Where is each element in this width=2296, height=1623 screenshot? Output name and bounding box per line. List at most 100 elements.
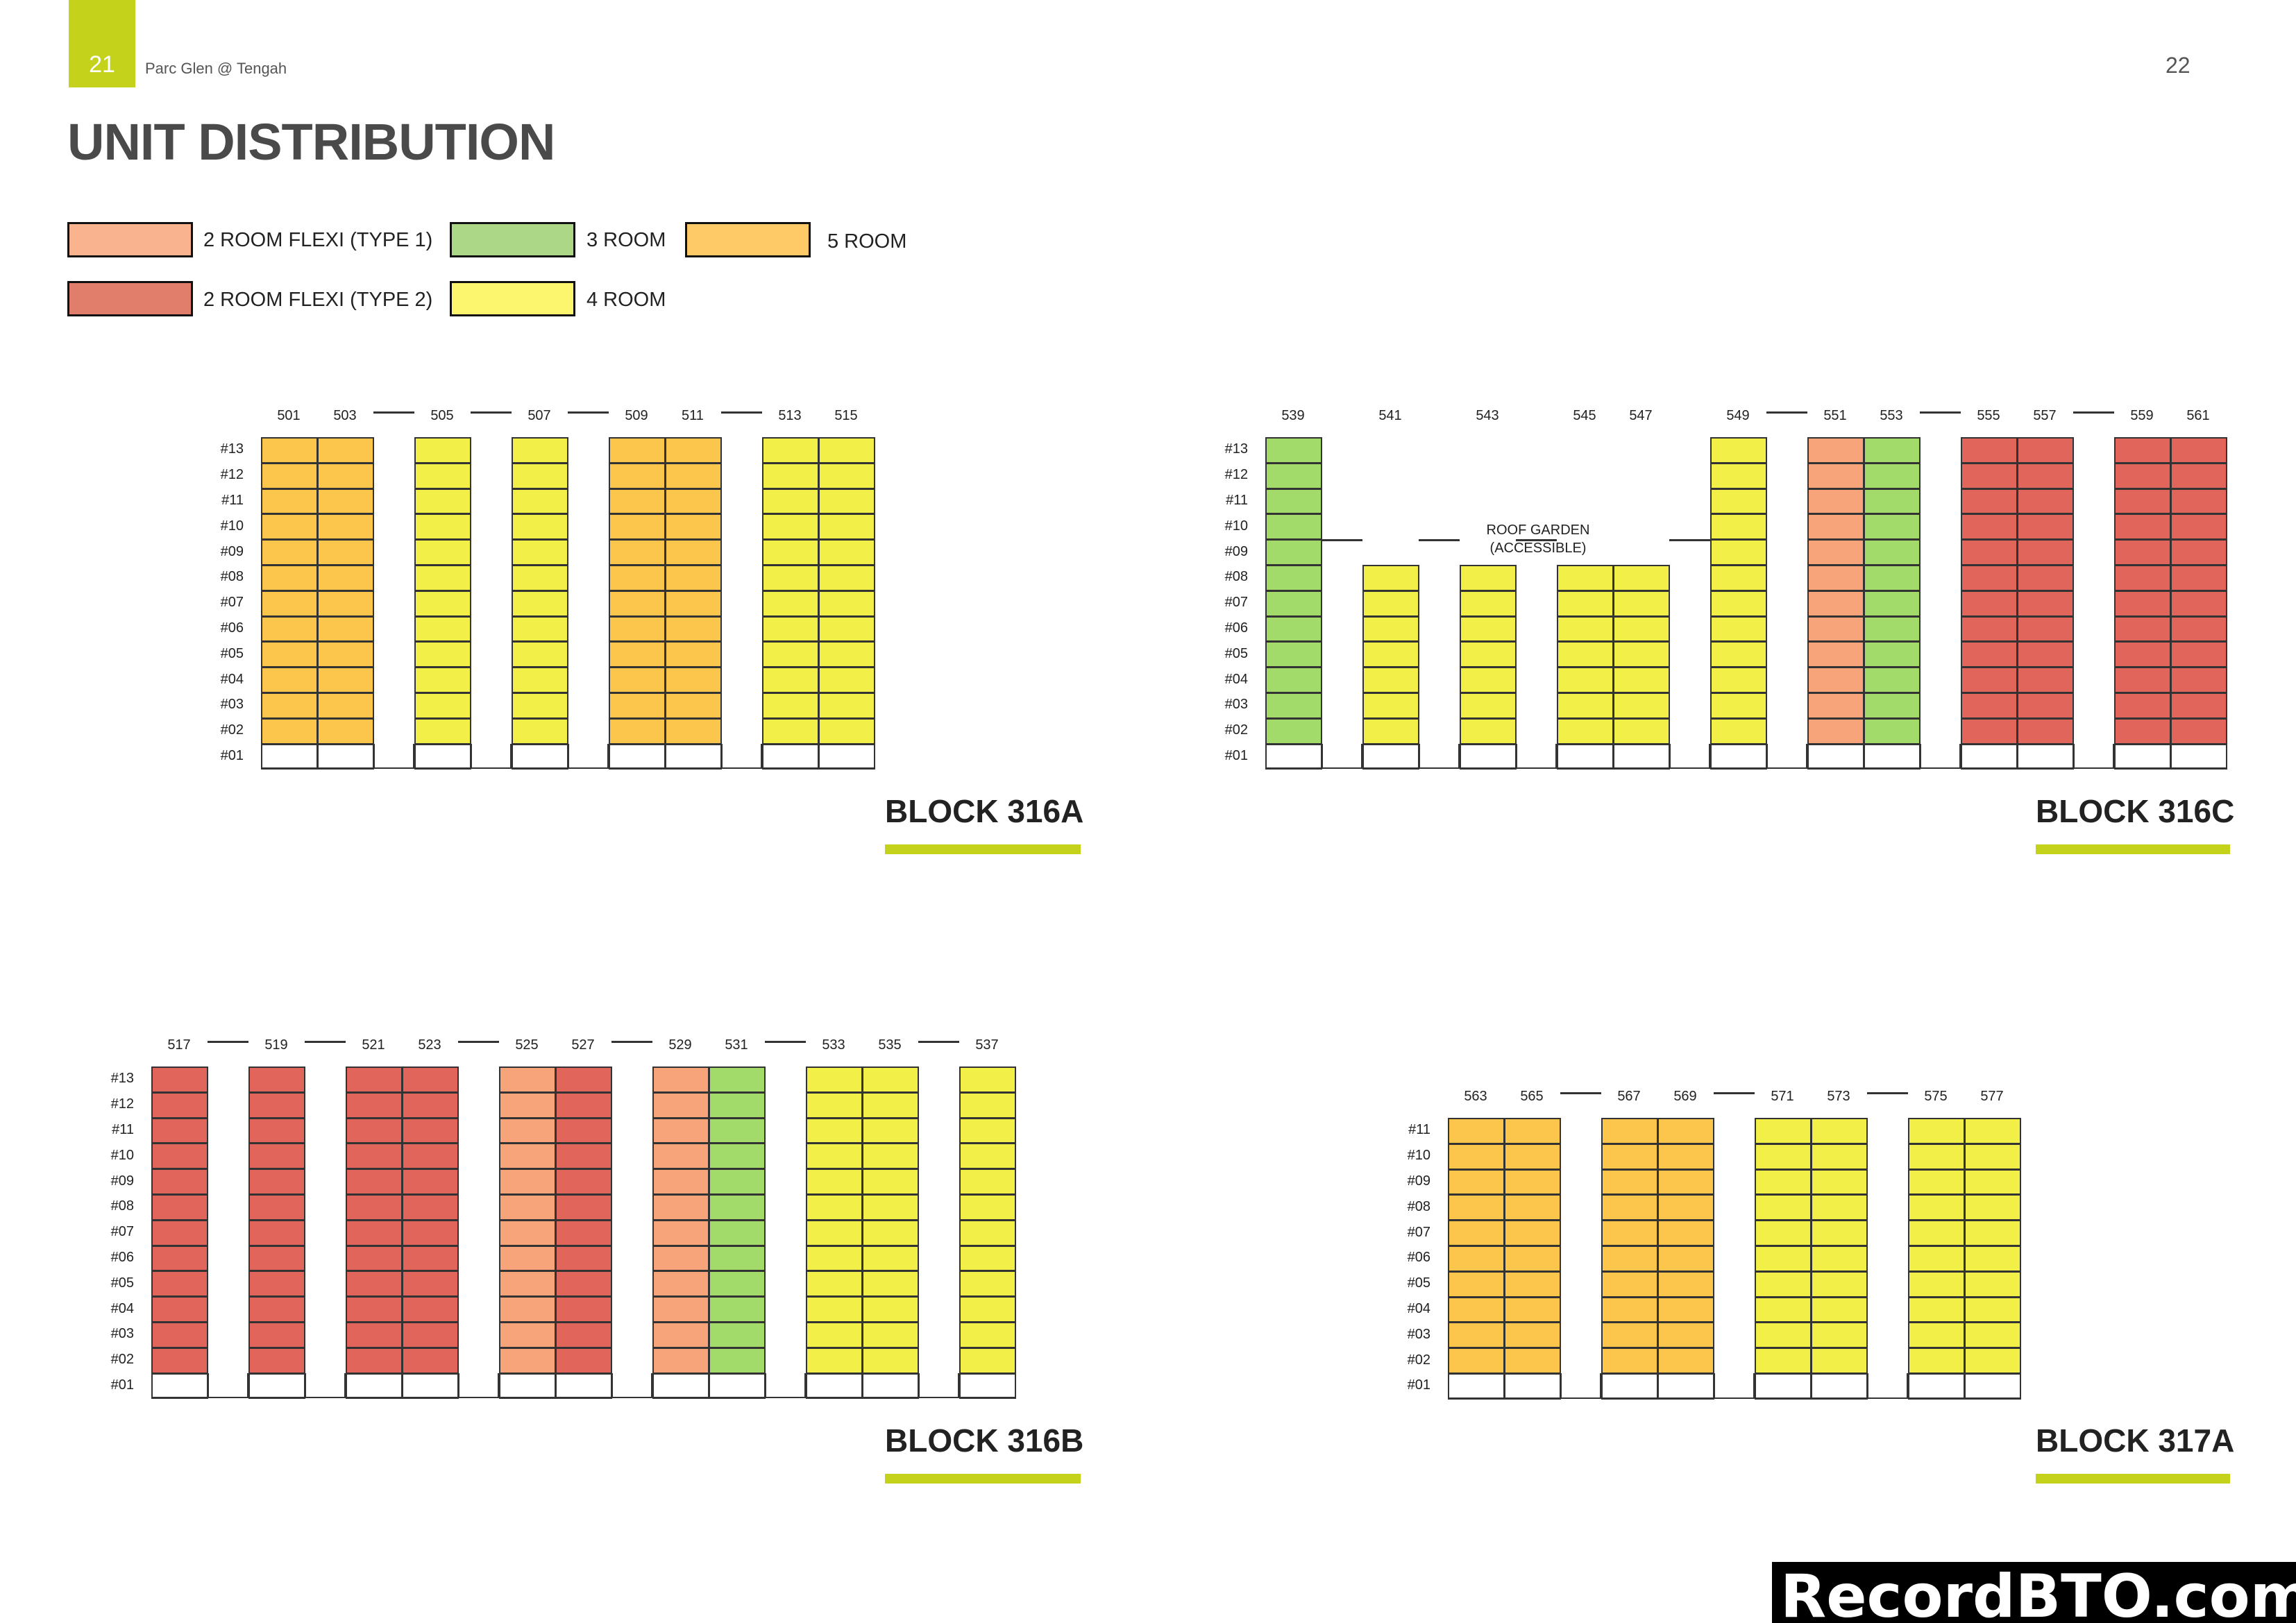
unit-cell xyxy=(1601,1246,1658,1272)
floor-label: #07 xyxy=(220,595,244,611)
roof-outline xyxy=(1516,539,1557,542)
unit-cell xyxy=(261,667,318,693)
unit-cell xyxy=(862,1245,919,1272)
floor-label: #01 xyxy=(220,748,244,763)
floor-label: #09 xyxy=(110,1173,134,1189)
unit-cell xyxy=(806,1322,863,1348)
ground-floor-cell xyxy=(665,743,722,770)
unit-cell xyxy=(555,1143,612,1170)
ground-floor-cell xyxy=(709,1373,766,1400)
unit-cell xyxy=(346,1245,403,1272)
unit-number-label: 509 xyxy=(625,408,648,423)
unit-cell xyxy=(2017,692,2074,719)
unit-cell xyxy=(1864,590,1921,617)
unit-cell xyxy=(2017,565,2074,591)
floor-label: #13 xyxy=(110,1071,134,1087)
floor-label: #07 xyxy=(1407,1224,1430,1240)
unit-cell xyxy=(1961,513,2018,541)
unit-cell xyxy=(1557,615,1614,643)
unit-cell xyxy=(1613,590,1670,617)
unit-cell xyxy=(959,1245,1016,1272)
unit-cell xyxy=(1362,641,1419,668)
unit-number-label: 519 xyxy=(264,1037,288,1053)
ground-floor-cell xyxy=(1807,743,1864,770)
unit-cell xyxy=(261,539,318,566)
unit-cell xyxy=(248,1322,305,1348)
floor-label: #06 xyxy=(1407,1250,1430,1266)
unit-cell xyxy=(402,1091,459,1119)
void-deck-gap xyxy=(373,743,414,770)
unit-cell xyxy=(1961,590,2018,617)
unit-cell xyxy=(1265,692,1322,719)
floor-label: #04 xyxy=(110,1300,134,1316)
roof-garden-label: ROOF GARDEN xyxy=(1486,522,1590,538)
unit-cell xyxy=(402,1271,459,1298)
ground-floor-cell xyxy=(2017,743,2074,770)
unit-cell xyxy=(317,462,374,489)
floor-label: #05 xyxy=(1224,645,1248,661)
unit-cell xyxy=(1710,437,1767,464)
unit-cell xyxy=(1601,1118,1658,1144)
unit-cell xyxy=(261,513,318,541)
unit-cell xyxy=(248,1245,305,1272)
unit-cell xyxy=(1362,565,1419,591)
void-deck-gap xyxy=(1669,743,1710,770)
unit-cell xyxy=(402,1194,459,1221)
unit-cell xyxy=(862,1296,919,1323)
floor-label: #06 xyxy=(110,1250,134,1265)
unit-cell xyxy=(1710,717,1767,745)
unit-cell xyxy=(609,437,666,464)
unit-cell xyxy=(806,1219,863,1246)
unit-cell xyxy=(1964,1246,2021,1272)
unit-cell xyxy=(806,1091,863,1119)
unit-cell xyxy=(248,1219,305,1246)
unit-cell xyxy=(1755,1348,1812,1374)
floor-label: #02 xyxy=(110,1352,134,1368)
unit-cell xyxy=(1961,437,2018,464)
floor-label: #08 xyxy=(1224,569,1248,585)
unit-number-label: 567 xyxy=(1617,1089,1641,1104)
unit-cell xyxy=(862,1271,919,1298)
unit-cell xyxy=(512,513,568,541)
unit-cell xyxy=(261,717,318,745)
unit-cell xyxy=(1908,1246,1965,1272)
unit-cell xyxy=(402,1117,459,1144)
unit-cell xyxy=(499,1117,556,1144)
unit-cell xyxy=(762,513,819,541)
unit-cell xyxy=(2170,437,2227,464)
floor-label: #10 xyxy=(1224,518,1248,534)
unit-cell xyxy=(1964,1348,2021,1374)
unit-cell xyxy=(1460,615,1517,643)
unit-cell xyxy=(652,1067,709,1093)
unit-cell xyxy=(1807,717,1864,745)
unit-cell xyxy=(1807,513,1864,541)
unit-cell xyxy=(959,1271,1016,1298)
floor-label: #12 xyxy=(220,467,244,483)
unit-cell xyxy=(806,1169,863,1195)
unit-number-label: 529 xyxy=(668,1037,692,1053)
unit-cell xyxy=(1811,1194,1868,1221)
unit-cell xyxy=(317,692,374,719)
unit-cell xyxy=(609,717,666,745)
unit-cell xyxy=(2017,462,2074,489)
unit-cell xyxy=(151,1245,208,1272)
unit-cell xyxy=(1710,615,1767,643)
page-number-right: 22 xyxy=(2166,53,2191,78)
unit-cell xyxy=(317,437,374,464)
legend-swatch-5room xyxy=(685,222,811,257)
unit-cell xyxy=(665,692,722,719)
unit-number-label: 521 xyxy=(362,1037,385,1053)
unit-cell xyxy=(665,641,722,668)
unit-number-label: 533 xyxy=(822,1037,845,1053)
unit-cell xyxy=(248,1296,305,1323)
unit-cell xyxy=(1908,1194,1965,1221)
unit-cell xyxy=(1504,1271,1561,1298)
void-deck-gap xyxy=(1920,743,1961,770)
unit-cell xyxy=(2114,667,2171,693)
ground-floor-cell xyxy=(1265,743,1322,770)
unit-cell xyxy=(1961,641,2018,668)
unit-cell xyxy=(555,1322,612,1348)
unit-cell xyxy=(959,1143,1016,1170)
unit-cell xyxy=(151,1194,208,1221)
ground-floor-cell xyxy=(1504,1373,1561,1400)
